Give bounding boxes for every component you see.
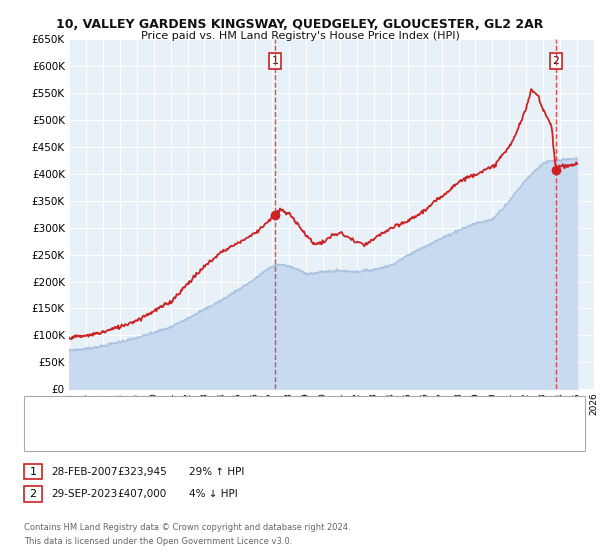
Text: 1: 1 [272,56,278,66]
Text: 2: 2 [553,56,559,66]
Text: 2: 2 [29,489,37,499]
Text: 10, VALLEY GARDENS KINGSWAY, QUEDGELEY, GLOUCESTER, GL2 2AR (detached house: 10, VALLEY GARDENS KINGSWAY, QUEDGELEY, … [68,407,499,416]
Text: £407,000: £407,000 [117,489,166,499]
Text: 29-SEP-2023: 29-SEP-2023 [51,489,117,499]
Text: ——: —— [33,404,61,418]
Text: 10, VALLEY GARDENS KINGSWAY, QUEDGELEY, GLOUCESTER, GL2 2AR: 10, VALLEY GARDENS KINGSWAY, QUEDGELEY, … [56,18,544,31]
Text: 1: 1 [29,466,37,477]
Text: 29% ↑ HPI: 29% ↑ HPI [189,466,244,477]
Text: £323,945: £323,945 [117,466,167,477]
Text: Contains HM Land Registry data © Crown copyright and database right 2024.: Contains HM Land Registry data © Crown c… [24,523,350,532]
Text: 4% ↓ HPI: 4% ↓ HPI [189,489,238,499]
Text: ——: —— [33,428,61,442]
Text: This data is licensed under the Open Government Licence v3.0.: This data is licensed under the Open Gov… [24,537,292,546]
Text: HPI: Average price, detached house, Gloucester: HPI: Average price, detached house, Glou… [68,431,301,440]
Text: Price paid vs. HM Land Registry's House Price Index (HPI): Price paid vs. HM Land Registry's House … [140,31,460,41]
Text: 28-FEB-2007: 28-FEB-2007 [51,466,118,477]
